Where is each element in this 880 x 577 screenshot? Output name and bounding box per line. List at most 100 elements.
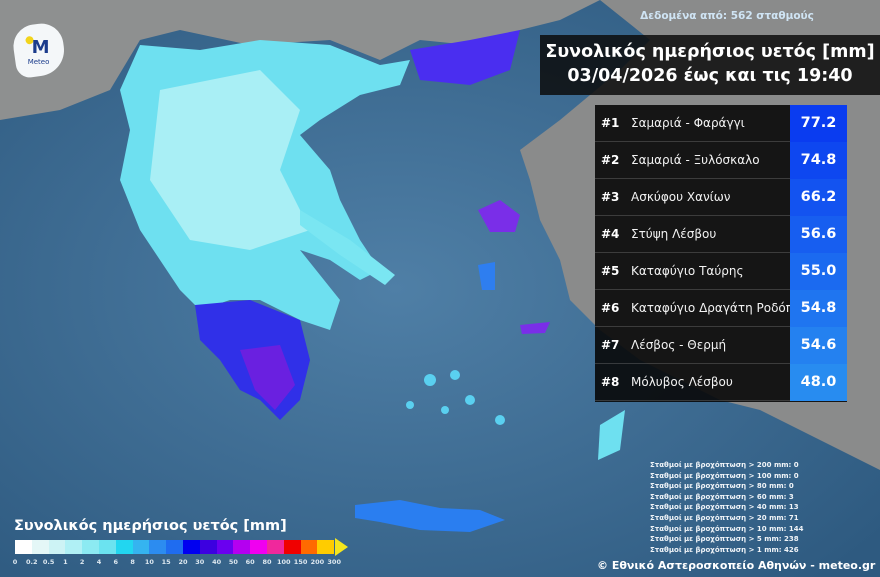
- title: Συνολικός ημερήσιος υετός [mm]: [545, 42, 875, 62]
- legend-tick: 4: [96, 558, 102, 566]
- logo-letter: M: [31, 36, 50, 58]
- legend-tick: 300: [327, 558, 341, 566]
- legend-swatch: [166, 540, 183, 554]
- legend-swatch: [115, 540, 133, 554]
- legend-tick: 6: [113, 558, 119, 566]
- legend-tick: 40: [212, 558, 222, 566]
- legend-tick: 10: [144, 558, 154, 566]
- crete: [355, 500, 505, 532]
- rainfall-value: 66.2: [790, 179, 847, 216]
- cyclades: [406, 370, 505, 425]
- legend-swatch: [98, 540, 116, 554]
- stat-line: Σταθμοί με βροχόπτωση > 60 mm: 3: [650, 492, 794, 501]
- legend-tick: 15: [161, 558, 171, 566]
- rank: #1: [601, 116, 620, 130]
- legend-swatch: [199, 540, 217, 554]
- rank: #8: [601, 375, 620, 389]
- stat-line: Σταθμοί με βροχόπτωση > 80 mm: 0: [650, 482, 794, 491]
- legend-tick: 60: [245, 558, 255, 566]
- legend-swatch: [317, 540, 335, 554]
- station-name: Σαμαριά - Φαράγγι: [631, 116, 745, 130]
- lesvos: [478, 200, 520, 232]
- ranking-row: #8 Μόλυβος Λέσβου 48.0: [595, 364, 847, 401]
- rainfall-value: 74.8: [790, 142, 847, 179]
- ranking-row: #1 Σαμαριά - Φαράγγι 77.2: [595, 105, 847, 142]
- legend-swatch: [15, 540, 32, 554]
- rank: #5: [601, 264, 620, 278]
- stat-line: Σταθμοί με βροχόπτωση > 5 mm: 238: [650, 535, 799, 544]
- legend-swatch: [65, 540, 83, 554]
- stat-line: Σταθμοί με βροχόπτωση > 1 mm: 426: [650, 545, 799, 554]
- legend-tick: 0: [12, 558, 18, 566]
- legend-tick: 20: [178, 558, 188, 566]
- rainfall-value: 56.6: [790, 216, 847, 253]
- station-name: Ασκύφου Χανίων: [631, 190, 731, 204]
- legend-swatch: [250, 540, 267, 554]
- legend-tick: 150: [293, 558, 308, 566]
- legend-swatch: [149, 540, 167, 554]
- legend-swatch: [283, 540, 301, 554]
- legend-colorbar: [15, 540, 335, 554]
- legend-swatch: [31, 540, 49, 554]
- legend-swatch: [216, 540, 234, 554]
- station-name: Καταφύγιο Ταύρης: [631, 264, 744, 278]
- rainfall-value: 77.2: [790, 105, 847, 142]
- rank: #6: [601, 301, 620, 315]
- rank: #7: [601, 338, 620, 352]
- ranking-table: #1 Σαμαριά - Φαράγγι 77.2 #2 Σαμαριά - Ξυ…: [595, 105, 847, 402]
- stat-line: Σταθμοί με βροχόπτωση > 200 mm: 0: [650, 461, 799, 469]
- legend-swatch: [48, 540, 66, 554]
- logo-text: Meteo: [27, 58, 50, 67]
- ranking-row: #7 Λέσβος - Θερμή 54.6: [595, 327, 847, 364]
- balkans-land: [0, 0, 600, 120]
- station-stats: Σταθμοί με βροχόπτωση > 200 mm: 0 Σταθμοί…: [650, 460, 804, 555]
- samos: [520, 322, 550, 334]
- date-range: 03/04/2026 έως και τις 19:40: [567, 66, 853, 86]
- legend-swatch: [132, 540, 150, 554]
- stations-count-note: Δεδομένα από: 562 σταθμούς: [640, 10, 814, 22]
- legend-tick: 30: [195, 558, 205, 566]
- thrace-rain: [410, 30, 520, 85]
- station-name: Καταφύγιο Δραγάτη Ροδόπης: [631, 301, 808, 315]
- rank: #4: [601, 227, 620, 241]
- legend-swatch: [182, 540, 200, 554]
- legend-tick: 50: [228, 558, 238, 566]
- legend-tick: 8: [130, 558, 135, 566]
- station-name: Μόλυβος Λέσβου: [631, 375, 733, 389]
- legend-swatch: [82, 540, 99, 554]
- ranking-row: #6 Καταφύγιο Δραγάτη Ροδόπης 54.8: [595, 290, 847, 327]
- rank: #2: [601, 153, 620, 167]
- stat-line: Σταθμοί με βροχόπτωση > 10 mm: 144: [650, 524, 804, 533]
- rainfall-value: 55.0: [790, 253, 847, 290]
- credit: © Εθνικό Αστεροσκοπείο Αθηνών - meteo.gr: [597, 559, 876, 572]
- greece-inner-cyan: [150, 70, 310, 250]
- stat-line: Σταθμοί με βροχόπτωση > 40 mm: 13: [650, 503, 799, 512]
- legend-arrow: [335, 538, 348, 556]
- legend-tick: 80: [262, 558, 272, 566]
- legend-tick: 100: [277, 558, 291, 566]
- rainfall-value: 54.8: [790, 290, 847, 327]
- legend-title: Συνολικός ημερήσιος υετός [mm]: [14, 518, 287, 534]
- station-name: Σαμαριά - Ξυλόσκαλο: [631, 153, 760, 167]
- rainfall-value: 48.0: [790, 364, 847, 401]
- rank: #3: [601, 190, 620, 204]
- legend-swatch: [233, 540, 251, 554]
- legend-tick: 200: [310, 558, 325, 566]
- stat-line: Σταθμοί με βροχόπτωση > 20 mm: 71: [650, 513, 799, 522]
- ranking-row: #3 Ασκύφου Χανίων 66.2: [595, 179, 847, 216]
- legend-tick: 0.2: [26, 558, 38, 566]
- ranking-row: #5 Καταφύγιο Ταύρης 55.0: [595, 253, 847, 290]
- station-name: Στύψη Λέσβου: [631, 227, 717, 241]
- ranking-row: #4 Στύψη Λέσβου 56.6: [595, 216, 847, 253]
- legend-swatch: [300, 540, 318, 554]
- stat-line: Σταθμοί με βροχόπτωση > 100 mm: 0: [650, 471, 799, 480]
- legend-tick: 0.5: [42, 558, 55, 566]
- chios: [478, 262, 495, 290]
- rainfall-value: 54.6: [790, 327, 847, 364]
- legend-swatch: [266, 540, 284, 554]
- legend-tick: 1: [63, 558, 68, 566]
- station-name: Λέσβος - Θερμή: [631, 338, 727, 352]
- peloponnese-core: [240, 345, 295, 410]
- rhodes: [598, 410, 625, 460]
- ranking-row: #2 Σαμαριά - Ξυλόσκαλο 74.8: [595, 142, 847, 179]
